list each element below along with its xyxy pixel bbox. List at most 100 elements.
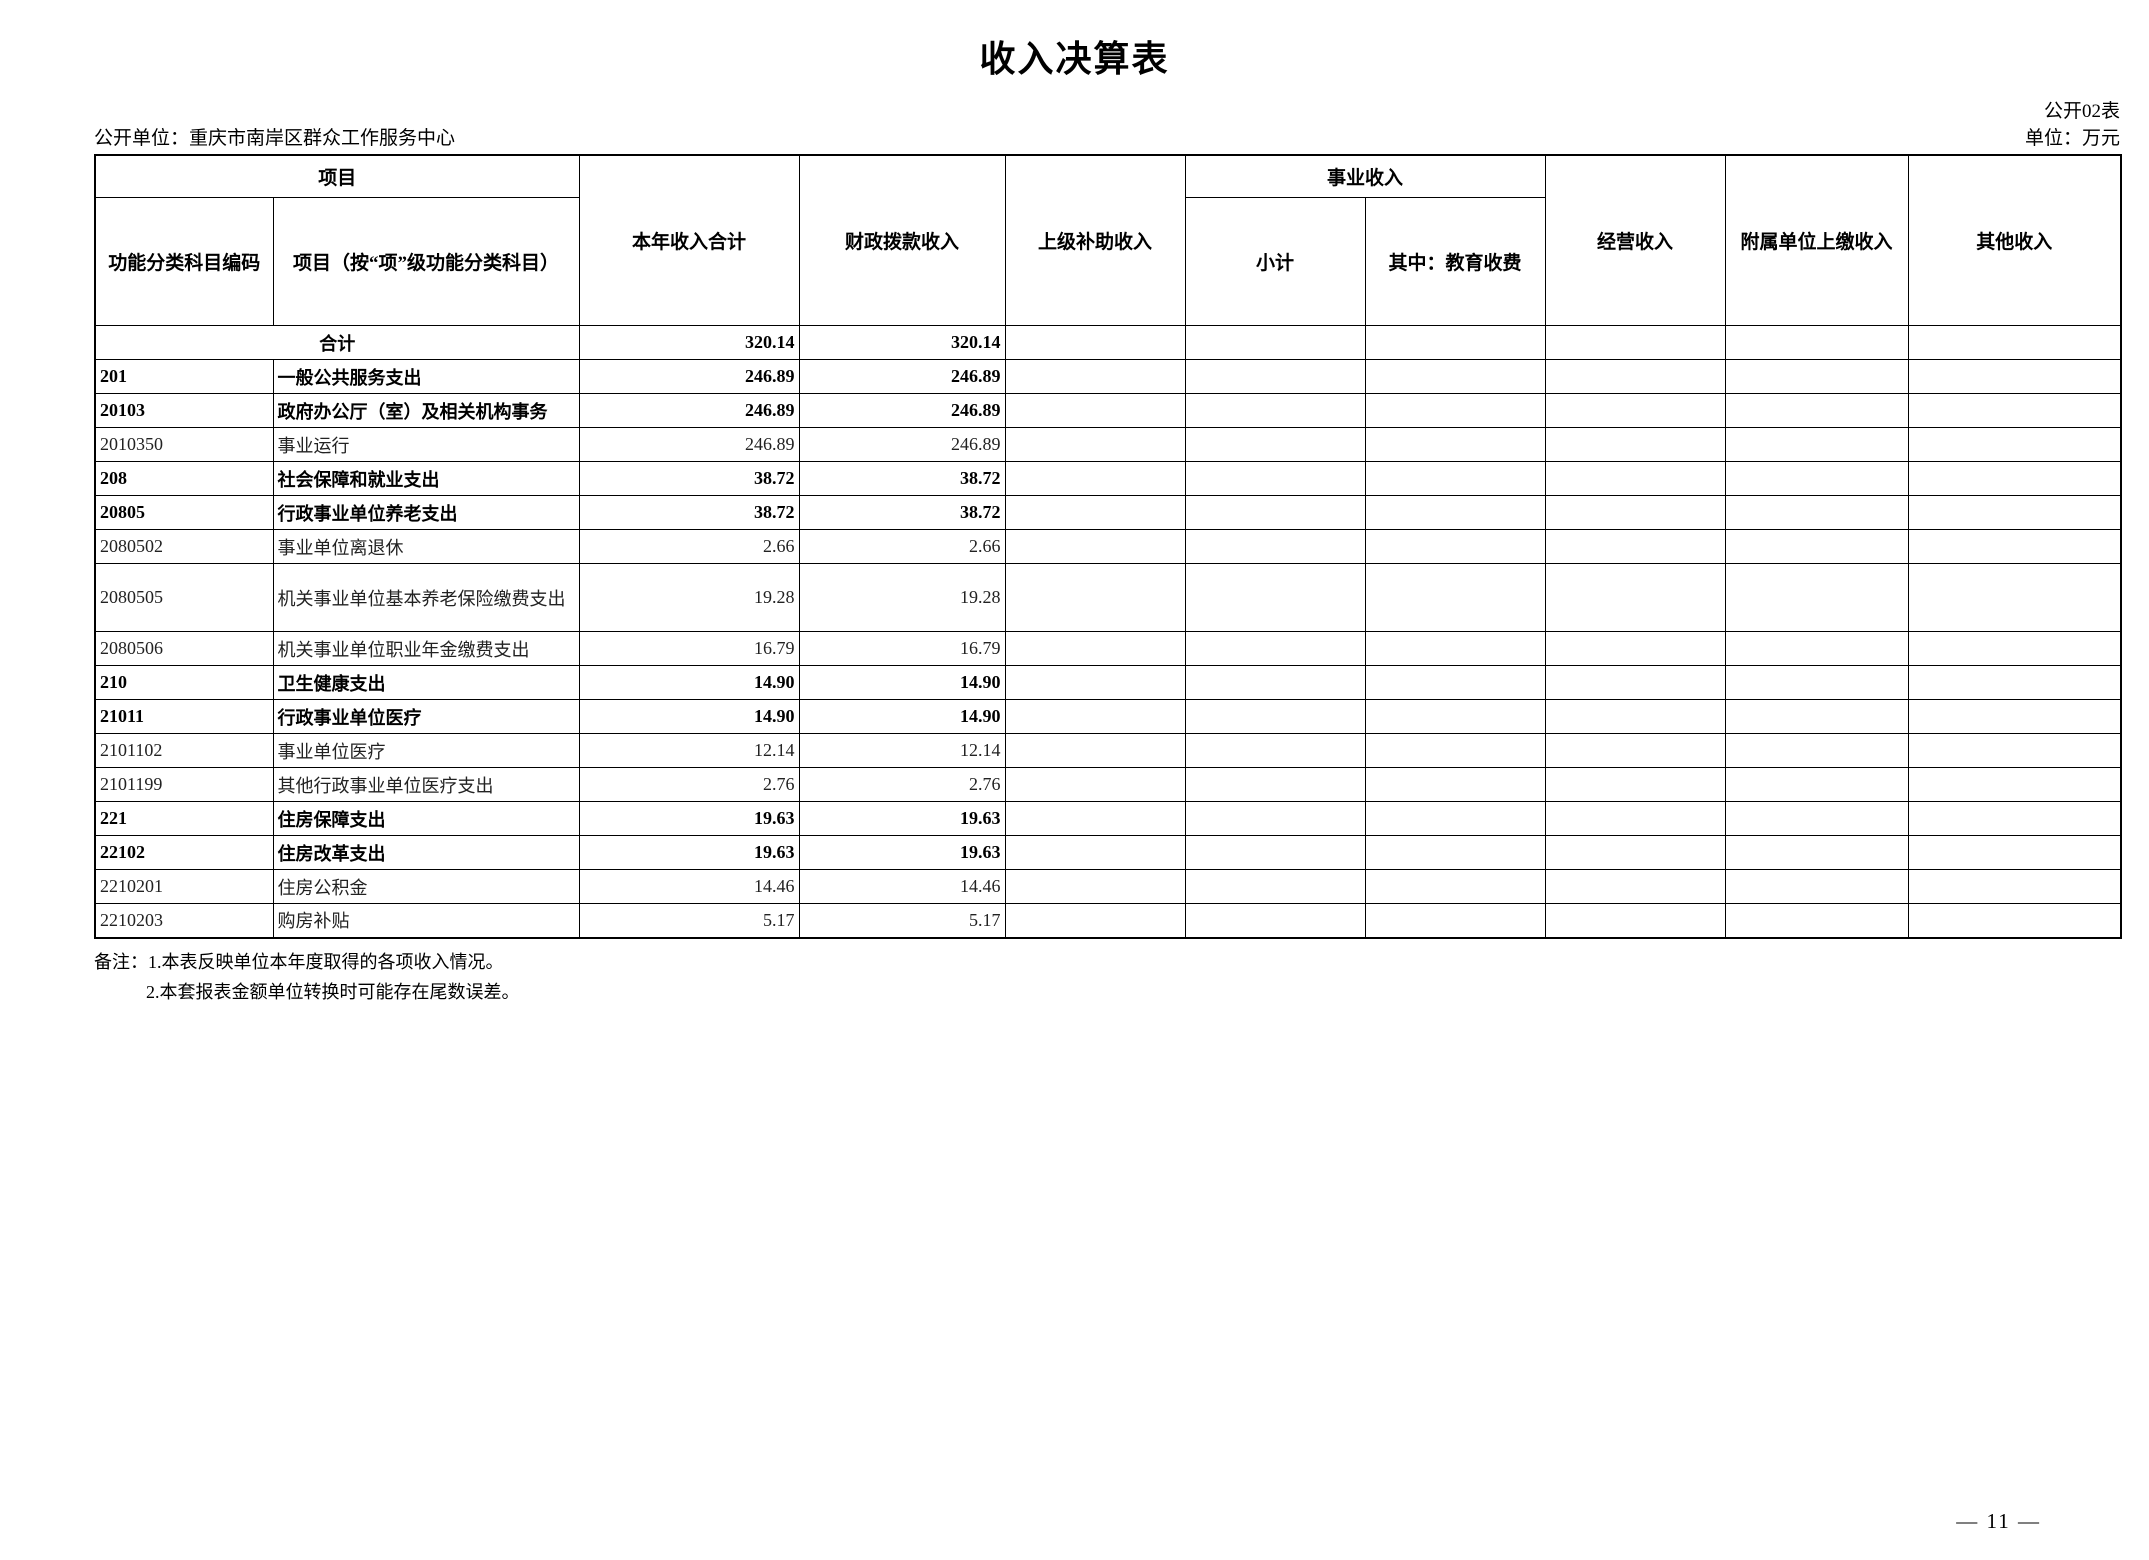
table-body: 合计 320.14 320.14 201 一般公共服务支出 246.89 246.89 201… <box>94 325 2122 939</box>
page-title: 收入决算表 <box>979 39 1170 79</box>
row-value <box>1184 461 1366 497</box>
row-name: 其他行政事业单位医疗支出 <box>272 767 580 803</box>
row-value: 12.14 <box>578 733 800 769</box>
income-table: 项目 本年收入合计 财政拨款收入 上级补助收入 事业收入 经营收入 附属单位上缴… <box>94 153 2123 939</box>
row-value: 38.72 <box>798 461 1006 497</box>
row-value: 246.89 <box>578 359 800 395</box>
table-row: 201 一般公共服务支出 246.89 246.89 <box>94 359 2122 395</box>
row-value <box>1364 393 1546 429</box>
row-value: 14.90 <box>578 699 800 735</box>
row-value <box>1907 903 2122 939</box>
row-value: 12.14 <box>798 733 1006 769</box>
row-value: 246.89 <box>798 359 1006 395</box>
row-value <box>1184 325 1366 361</box>
table-row: 2210203 购房补贴 5.17 5.17 <box>94 903 2122 939</box>
row-value <box>1004 393 1186 429</box>
row-value <box>1364 835 1546 871</box>
row-name: 机关事业单位基本养老保险缴费支出 <box>272 563 580 633</box>
row-value: 19.63 <box>578 801 800 837</box>
row-code: 2210203 <box>94 903 274 939</box>
row-value <box>1184 393 1366 429</box>
row-value <box>1184 495 1366 531</box>
row-code: 208 <box>94 461 274 497</box>
row-value <box>1004 835 1186 871</box>
row-value <box>1184 427 1366 463</box>
row-code: 2101199 <box>94 767 274 803</box>
row-value <box>1544 699 1726 735</box>
row-value: 2.76 <box>578 767 800 803</box>
row-value <box>1364 359 1546 395</box>
row-name: 住房改革支出 <box>272 835 580 871</box>
header-code-col: 功能分类科目编码 <box>94 197 274 327</box>
row-value <box>1004 767 1186 803</box>
row-value <box>1184 563 1366 633</box>
row-value: 5.17 <box>798 903 1006 939</box>
row-value <box>1907 733 2122 769</box>
meta-code-row: 公开02表 <box>94 100 2120 124</box>
document-body: 公开02表 公开单位：重庆市南岸区群众工作服务中心 单位：万元 项目 本年收入合… <box>94 100 2123 1007</box>
row-value <box>1184 665 1366 701</box>
row-name: 购房补贴 <box>272 903 580 939</box>
note-line-1: 备注：1.本表反映单位本年度取得的各项收入情况。 <box>94 951 504 972</box>
header-project-group: 项目 <box>94 154 580 199</box>
row-value <box>1907 767 2122 803</box>
table-row: 2010350 事业运行 246.89 246.89 <box>94 427 2122 463</box>
row-value <box>1364 869 1546 905</box>
table-row: 2101199 其他行政事业单位医疗支出 2.76 2.76 <box>94 767 2122 803</box>
row-value: 14.46 <box>578 869 800 905</box>
row-value <box>1907 529 2122 565</box>
row-value <box>1364 495 1546 531</box>
row-value: 2.66 <box>798 529 1006 565</box>
row-code: 221 <box>94 801 274 837</box>
row-value <box>1184 869 1366 905</box>
row-value: 320.14 <box>798 325 1006 361</box>
row-value <box>1907 359 2122 395</box>
row-value <box>1724 903 1909 939</box>
row-value: 19.28 <box>798 563 1006 633</box>
row-value <box>1544 733 1726 769</box>
row-value <box>1004 427 1186 463</box>
row-value <box>1004 733 1186 769</box>
row-value <box>1364 631 1546 667</box>
row-value: 19.63 <box>798 801 1006 837</box>
header-row-1: 项目 本年收入合计 财政拨款收入 上级补助收入 事业收入 经营收入 附属单位上缴… <box>94 154 2122 327</box>
row-value <box>1364 427 1546 463</box>
row-value <box>1184 631 1366 667</box>
table-row: 210 卫生健康支出 14.90 14.90 <box>94 665 2122 701</box>
row-value <box>1544 801 1726 837</box>
row-value <box>1364 529 1546 565</box>
row-value <box>1364 461 1546 497</box>
row-value <box>1364 801 1546 837</box>
row-value <box>1907 631 2122 667</box>
row-value <box>1184 359 1366 395</box>
table-row: 208 社会保障和就业支出 38.72 38.72 <box>94 461 2122 497</box>
row-value: 14.46 <box>798 869 1006 905</box>
row-value <box>1544 461 1726 497</box>
row-value <box>1724 801 1909 837</box>
row-code: 201 <box>94 359 274 395</box>
row-name: 事业运行 <box>272 427 580 463</box>
row-code: 2210201 <box>94 869 274 905</box>
row-value <box>1004 529 1186 565</box>
row-value <box>1907 699 2122 735</box>
row-value: 5.17 <box>578 903 800 939</box>
row-value <box>1004 359 1186 395</box>
row-value <box>1364 767 1546 803</box>
table-row: 合计 320.14 320.14 <box>94 325 2122 361</box>
row-code: 2080505 <box>94 563 274 633</box>
row-value <box>1004 563 1186 633</box>
table-row: 2080502 事业单位离退休 2.66 2.66 <box>94 529 2122 565</box>
row-value <box>1724 393 1909 429</box>
row-value <box>1724 427 1909 463</box>
row-value <box>1907 665 2122 701</box>
row-name: 事业单位离退休 <box>272 529 580 565</box>
row-value <box>1544 767 1726 803</box>
row-value <box>1724 325 1909 361</box>
row-code: 22102 <box>94 835 274 871</box>
row-value <box>1544 529 1726 565</box>
row-value <box>1184 835 1366 871</box>
publish-unit-label: 公开单位：重庆市南岸区群众工作服务中心 <box>94 127 456 149</box>
row-value <box>1544 869 1726 905</box>
header-subtotal-col: 小计 <box>1184 197 1366 327</box>
row-value <box>1907 835 2122 871</box>
